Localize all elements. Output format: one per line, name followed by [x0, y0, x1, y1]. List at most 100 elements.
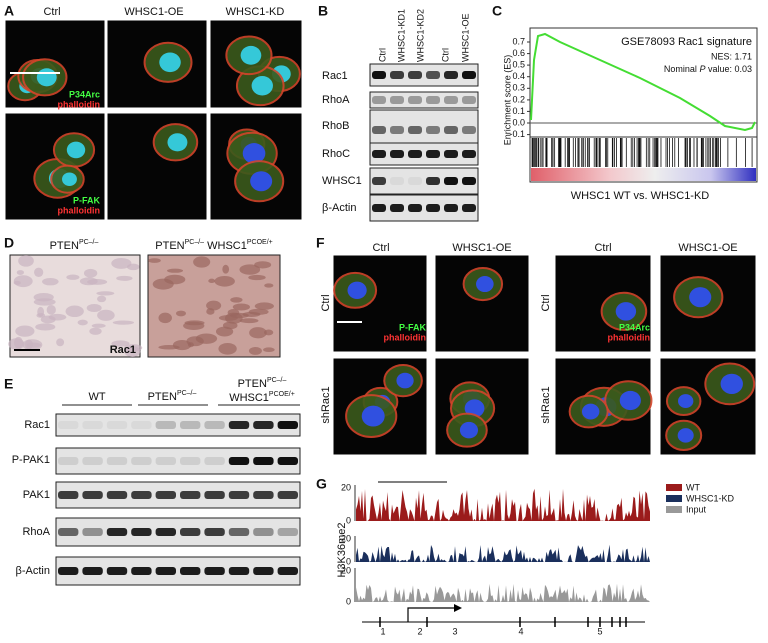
group-label: PTENPC–/–	[238, 377, 287, 390]
band	[372, 177, 386, 185]
nucleus	[396, 372, 414, 389]
x-axis-label: WHSC1 WT vs. WHSC1-KD	[571, 190, 710, 202]
nucleus	[476, 276, 494, 293]
band	[462, 204, 476, 212]
tissue	[96, 295, 107, 303]
nucleus	[167, 133, 188, 152]
stain-label: P-FAK	[73, 195, 101, 205]
band	[372, 71, 386, 79]
band	[462, 150, 476, 158]
tissue	[42, 277, 59, 286]
tissue	[65, 305, 84, 318]
band	[106, 457, 128, 465]
band	[58, 491, 79, 499]
stain-label: P-FAK	[399, 322, 427, 332]
tissue	[206, 300, 222, 311]
band	[462, 177, 476, 185]
panel-label: A	[4, 3, 14, 19]
column-label: WHSC1-OE	[678, 242, 737, 254]
tissue	[175, 310, 186, 317]
legend-swatch	[666, 495, 682, 502]
band	[204, 491, 225, 499]
genotype-sup: PCOE/+	[269, 391, 295, 398]
band	[106, 491, 128, 499]
tissue	[239, 264, 261, 275]
band	[180, 457, 201, 465]
row-label: β-Actin	[16, 565, 50, 577]
band	[228, 421, 250, 429]
lane-label: Ctrl	[377, 48, 387, 62]
y-tick-label: 0.4	[512, 71, 525, 81]
signal-track	[356, 583, 650, 602]
nucleus	[361, 405, 385, 427]
nucleus	[677, 428, 694, 443]
row-label: RhoB	[322, 120, 350, 132]
genotype: PTEN	[155, 240, 184, 252]
tissue	[86, 303, 102, 313]
nucleus	[242, 143, 266, 164]
tissue	[214, 276, 235, 287]
y-tick-label: 20	[341, 482, 351, 492]
band	[82, 528, 103, 536]
band	[155, 567, 176, 575]
y-tick-label: 0.7	[512, 36, 525, 46]
band	[82, 457, 103, 465]
image-title: PTENPC–/–	[50, 239, 99, 252]
tissue	[124, 345, 141, 357]
band	[180, 491, 201, 499]
blot	[369, 91, 479, 109]
blot	[369, 142, 479, 166]
band	[426, 126, 440, 134]
row-label: WHSC1	[322, 175, 362, 187]
nucleus	[459, 421, 479, 439]
signal-track	[356, 544, 650, 562]
band	[155, 528, 176, 536]
y-tick-label: 0	[346, 596, 351, 606]
exon-label: 2	[417, 626, 422, 636]
band	[131, 491, 152, 499]
row-label: Rac1	[24, 419, 50, 431]
genotype: PTEN	[148, 391, 177, 403]
y-tick-label: 0.1	[512, 106, 525, 116]
column-label: WHSC1-KD	[226, 6, 285, 18]
stain-label: phalloidin	[384, 332, 427, 342]
panel-label: D	[4, 235, 14, 251]
tissue	[91, 323, 106, 328]
tissue	[89, 327, 102, 335]
column-label: WHSC1-OE	[124, 6, 183, 18]
row-label: Ctrl	[320, 294, 332, 311]
tissue	[83, 268, 98, 278]
band	[253, 528, 274, 536]
tissue	[13, 275, 33, 288]
tissue	[187, 342, 194, 348]
lane-label: WHSC1-OE	[460, 13, 470, 62]
tissue	[35, 323, 56, 331]
tissue	[263, 347, 275, 353]
lane-label: WHSC1-KD2	[415, 9, 425, 62]
nucleus	[66, 141, 86, 159]
band	[372, 204, 386, 212]
nes: NES: 1.71	[711, 51, 752, 61]
band	[253, 567, 274, 575]
band	[204, 528, 225, 536]
tissue	[15, 325, 35, 337]
blot	[55, 517, 301, 547]
nucleus	[347, 281, 367, 300]
tissue	[40, 315, 56, 324]
tissue	[66, 274, 80, 280]
band	[372, 126, 386, 134]
nucleus	[678, 394, 694, 409]
rank-gradient	[531, 168, 756, 181]
p-value-prefix: Nominal	[664, 64, 700, 74]
band	[444, 204, 458, 212]
band	[444, 71, 458, 79]
tissue	[249, 327, 267, 339]
tissue	[111, 340, 130, 347]
column-label: Ctrl	[594, 242, 611, 254]
band	[204, 567, 225, 575]
tissue	[46, 304, 56, 315]
band	[131, 421, 152, 429]
stain-label: P34Arc	[619, 322, 650, 332]
band	[444, 150, 458, 158]
band	[426, 96, 440, 104]
